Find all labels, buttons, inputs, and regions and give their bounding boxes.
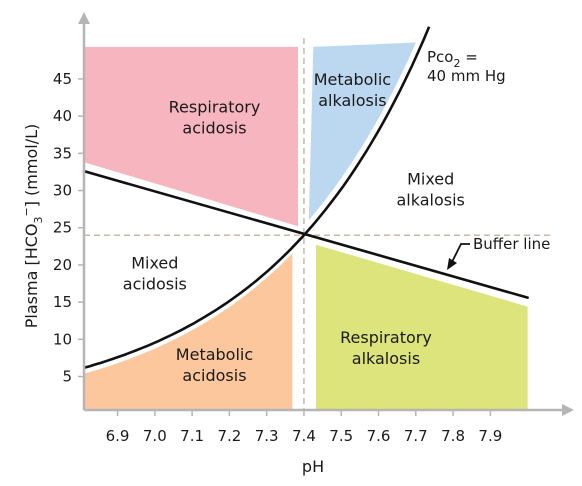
region-label-line1: Metabolic xyxy=(314,70,391,89)
y-axis-title-main: Plasma [HCO xyxy=(22,224,41,329)
region-label-respiratory-acidosis: Respiratory acidosis xyxy=(169,97,261,137)
y-tick-label: 40 xyxy=(53,107,72,125)
region-label-mixed-alkalosis: Mixed alkalosis xyxy=(397,170,465,210)
x-tick-label: 7.2 xyxy=(217,427,241,445)
regions-layer xyxy=(84,42,528,410)
y-tick-label: 25 xyxy=(53,219,72,237)
x-tick-label: 7.6 xyxy=(367,427,391,445)
y-tick-label: 10 xyxy=(53,330,72,348)
x-tick-label: 7.0 xyxy=(143,427,167,445)
region-respiratory-acidosis xyxy=(84,46,298,227)
axes-layer: 6.9 7.0 7.1 7.2 7.3 7.4 7.5 7.6 7.7 7.8 7.9 5 10 15 20… xyxy=(53,12,574,445)
region-respiratory-alkalosis xyxy=(315,244,528,410)
region-label-metabolic-acidosis: Metabolic acidosis xyxy=(176,345,253,385)
y-tick-label: 30 xyxy=(53,182,72,200)
pco2-label: Pco2 = xyxy=(427,48,478,70)
region-label-line2: alkalosis xyxy=(397,191,465,210)
x-tick-label: 7.5 xyxy=(329,427,353,445)
x-tick-label: 7.1 xyxy=(180,427,204,445)
buffer-line-label: Buffer line xyxy=(473,235,550,253)
y-axis-title-sup: − xyxy=(20,207,33,216)
pco2-label-sub: 2 xyxy=(453,57,460,70)
pco2-label-line2: 40 mm Hg xyxy=(427,67,506,85)
region-label-metabolic-alkalosis: Metabolic alkalosis xyxy=(314,70,391,110)
x-axis-arrow xyxy=(562,404,574,416)
x-tick-label: 7.3 xyxy=(255,427,279,445)
reference-lines xyxy=(84,38,550,410)
region-label-line1: Respiratory xyxy=(169,97,261,116)
region-label-line1: Respiratory xyxy=(340,328,432,347)
region-label-mixed-acidosis: Mixed acidosis xyxy=(123,254,187,294)
y-tick-label: 5 xyxy=(62,368,72,386)
y-tick-label: 20 xyxy=(53,256,72,274)
x-tick-label: 6.9 xyxy=(106,427,130,445)
curves-layer xyxy=(82,26,529,370)
x-tick-label: 7.4 xyxy=(292,427,316,445)
y-axis-title: Plasma [HCO3−] (mmol/L) xyxy=(20,124,45,329)
pco2-label-eq: = xyxy=(460,48,477,66)
region-label-line2: alkalosis xyxy=(352,349,420,368)
y-axis-title-sub: 3 xyxy=(32,217,45,224)
x-tick-label: 7.7 xyxy=(404,427,428,445)
pco2-label-main: Pco xyxy=(427,48,453,66)
y-axis-arrow xyxy=(78,12,90,24)
region-label-line2: acidosis xyxy=(182,366,246,385)
buffer-line-pointer xyxy=(451,243,470,263)
y-tick-label: 45 xyxy=(53,70,72,88)
pco2-isobar-curve xyxy=(83,26,431,370)
region-label-line2: acidosis xyxy=(123,275,187,294)
region-metabolic-alkalosis xyxy=(308,42,416,221)
buffer-line-pointer-arrowhead xyxy=(447,258,457,270)
region-label-line1: Mixed xyxy=(131,254,178,273)
y-tick-label: 15 xyxy=(53,293,72,311)
region-label-line2: acidosis xyxy=(182,118,246,137)
region-label-respiratory-alkalosis: Respiratory alkalosis xyxy=(340,328,432,368)
x-tick-label: 7.8 xyxy=(441,427,465,445)
region-label-line1: Metabolic xyxy=(176,345,253,364)
region-label-line2: alkalosis xyxy=(318,91,386,110)
region-metabolic-acidosis xyxy=(84,253,293,410)
y-tick-label: 35 xyxy=(53,144,72,162)
x-tick-label: 7.9 xyxy=(478,427,502,445)
x-axis-title: pH xyxy=(302,457,324,476)
y-axis-title-tail: ] (mmol/L) xyxy=(22,124,41,208)
region-label-line1: Mixed xyxy=(407,170,454,189)
